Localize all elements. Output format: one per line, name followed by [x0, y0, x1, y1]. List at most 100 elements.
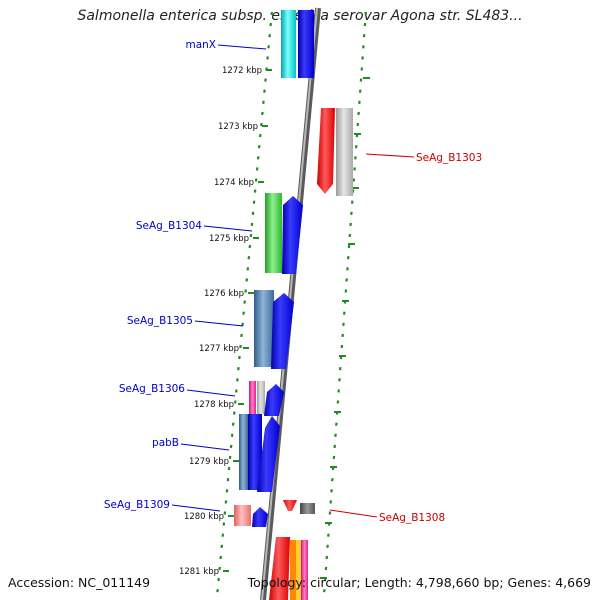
inner-ring-dot [223, 511, 227, 515]
gene-labels-right: SeAg_B1303 SeAg_B1308 [379, 152, 482, 524]
inner-ring-dot [256, 156, 260, 160]
kbp-label: 1281 kbp [179, 567, 219, 577]
gene-label-SeAg_B1308[interactable]: SeAg_B1308 [379, 512, 445, 524]
inner-ring-dot [228, 455, 232, 460]
outer-ring-dot [329, 500, 333, 504]
inner-ring-dot [268, 34, 272, 38]
inner-ring-dot [246, 267, 250, 271]
outer-ring-dot [333, 444, 337, 449]
inner-ring-dot [233, 400, 237, 404]
kbp-scale: 1272 kbp 1273 kbp 1274 kbp 1275 kbp 1276 kbp… [179, 66, 272, 577]
feature-bottom-cluster[interactable] [269, 537, 308, 600]
inner-ring-dot [263, 89, 266, 93]
outer-ring-dot [323, 589, 326, 593]
gene-label-SeAg_B1306[interactable]: SeAg_B1306 [119, 383, 185, 395]
kbp-label: 1272 kbp [222, 66, 262, 76]
outer-ring-dot [331, 478, 334, 482]
gene-label-manX[interactable]: manX [185, 39, 216, 51]
label-leaders [171, 44, 415, 518]
outer-ring-dot [338, 378, 341, 382]
inner-ring-dot [258, 133, 262, 138]
feature-SeAg_B1306[interactable] [249, 381, 284, 416]
inner-ring-dot [241, 322, 244, 326]
outer-ring-dot [352, 178, 356, 182]
outer-ring-dot [354, 145, 358, 149]
inner-ring-dot [240, 333, 243, 338]
outer-ring-dot [358, 89, 362, 93]
outer-ring-dot [353, 167, 356, 171]
outer-ring-dot [342, 322, 345, 326]
outer-ring-dot [325, 555, 329, 560]
inner-ring-dot [229, 444, 233, 449]
kbp-label: 1274 kbp [214, 178, 254, 188]
gene-label-SeAg_B1304[interactable]: SeAg_B1304 [136, 220, 202, 232]
inner-ring-dot [230, 433, 234, 437]
outer-ring-dot [354, 156, 357, 160]
outer-ring-dot [337, 389, 341, 393]
feature-SeAg_B1305[interactable] [254, 290, 294, 369]
kbp-label: 1280 kbp [184, 512, 224, 522]
inner-ring-dot [249, 233, 253, 238]
outer-ring-dot [332, 455, 336, 460]
inner-ring-dot [261, 111, 264, 116]
outer-ring-dot [336, 400, 340, 404]
feature-pabB[interactable] [239, 414, 280, 492]
inner-ring-dot [234, 389, 238, 393]
feature-manX[interactable] [281, 10, 314, 78]
inner-ring-dot [225, 489, 229, 493]
inner-ring-dot [264, 78, 267, 82]
inner-ring-dot [251, 211, 255, 215]
gene-label-SeAg_B1303[interactable]: SeAg_B1303 [416, 152, 482, 164]
outer-ring-dot [338, 367, 342, 371]
kbp-label: 1277 kbp [199, 344, 239, 354]
outer-ring-dot [358, 100, 361, 104]
inner-ring-dot [254, 178, 258, 182]
feature-SeAg_B1309[interactable] [234, 505, 268, 527]
kbp-label: 1276 kbp [204, 289, 244, 299]
kbp-label: 1273 kbp [218, 122, 258, 132]
inner-ring-dot [266, 56, 269, 60]
outer-ring-dot [347, 244, 351, 249]
outer-ring-dot [364, 11, 368, 16]
outer-ring-dot [357, 111, 360, 116]
outer-ring-dot [359, 78, 363, 82]
gene-label-SeAg_B1309[interactable]: SeAg_B1309 [104, 499, 170, 511]
outer-ring-dot [334, 422, 338, 426]
feature-SeAg_B1308[interactable] [283, 500, 315, 514]
outer-ring-dot [362, 45, 365, 49]
inner-ring-dot [221, 533, 225, 537]
gene-label-pabB[interactable]: pabB [152, 437, 179, 449]
outer-ring-dot [348, 233, 352, 238]
feature-SeAg_B1304[interactable] [265, 193, 303, 274]
tick-ring [216, 11, 370, 593]
outer-ring-dot [327, 533, 330, 537]
inner-ring-dot [219, 555, 223, 560]
outer-ring-dot [349, 222, 352, 227]
kbp-label: 1275 kbp [209, 234, 249, 244]
inner-ring-dot [270, 11, 274, 16]
inner-ring-dot [220, 544, 224, 548]
outer-ring-dot [340, 344, 344, 349]
outer-ring-dot [334, 433, 337, 437]
inner-ring-dot [242, 311, 245, 315]
inner-ring-dot [250, 222, 254, 227]
inner-ring-dot [237, 367, 240, 371]
outer-ring-dot [362, 34, 366, 38]
topology-text: Topology: circular; Length: 4,798,660 bp… [247, 575, 591, 590]
inner-ring-dot [257, 145, 261, 149]
accession-text: Accession: NC_011149 [8, 575, 151, 590]
feature-SeAg_B1303[interactable] [317, 108, 353, 196]
kbp-label: 1279 kbp [189, 457, 229, 467]
inner-ring-dot [232, 411, 236, 415]
inner-ring-dot [267, 45, 270, 49]
gene-label-SeAg_B1305[interactable]: SeAg_B1305 [127, 315, 193, 327]
inner-ring-dot [243, 300, 246, 304]
inner-ring-dot [227, 466, 231, 471]
inner-ring-dot [248, 244, 252, 249]
outer-ring-dot [345, 278, 348, 282]
gene-labels-left: manX SeAg_B1304 SeAg_B1305 SeAg_B1306 pa… [104, 39, 216, 511]
inner-ring-dot [224, 500, 228, 504]
inner-ring-dot [222, 522, 226, 526]
inner-ring-dot [244, 289, 248, 293]
